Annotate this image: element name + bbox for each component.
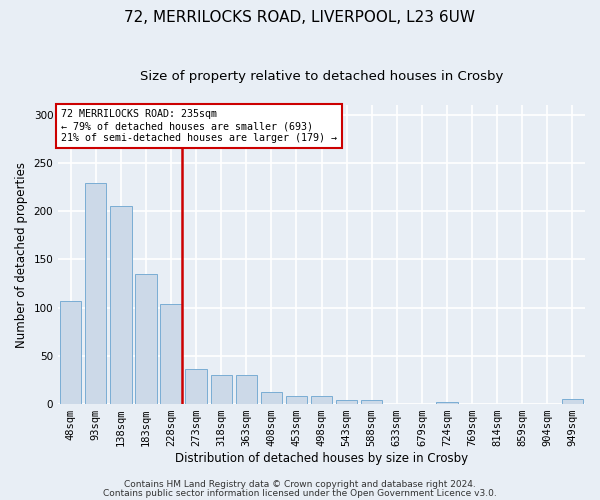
Bar: [110, 206, 131, 404]
X-axis label: Distribution of detached houses by size in Crosby: Distribution of detached houses by size …: [175, 452, 468, 465]
Bar: [436, 402, 458, 404]
Bar: [185, 370, 207, 404]
Bar: [211, 375, 232, 404]
Bar: [562, 400, 583, 404]
Text: Contains HM Land Registry data © Crown copyright and database right 2024.: Contains HM Land Registry data © Crown c…: [124, 480, 476, 489]
Bar: [160, 304, 182, 404]
Bar: [85, 183, 106, 404]
Bar: [136, 274, 157, 404]
Bar: [60, 301, 82, 404]
Bar: [361, 400, 382, 404]
Text: 72 MERRILOCKS ROAD: 235sqm
← 79% of detached houses are smaller (693)
21% of sem: 72 MERRILOCKS ROAD: 235sqm ← 79% of deta…: [61, 110, 337, 142]
Y-axis label: Number of detached properties: Number of detached properties: [15, 162, 28, 348]
Text: 72, MERRILOCKS ROAD, LIVERPOOL, L23 6UW: 72, MERRILOCKS ROAD, LIVERPOOL, L23 6UW: [125, 10, 476, 25]
Text: Contains public sector information licensed under the Open Government Licence v3: Contains public sector information licen…: [103, 488, 497, 498]
Bar: [311, 396, 332, 404]
Title: Size of property relative to detached houses in Crosby: Size of property relative to detached ho…: [140, 70, 503, 83]
Bar: [336, 400, 358, 404]
Bar: [261, 392, 282, 404]
Bar: [236, 375, 257, 404]
Bar: [286, 396, 307, 404]
